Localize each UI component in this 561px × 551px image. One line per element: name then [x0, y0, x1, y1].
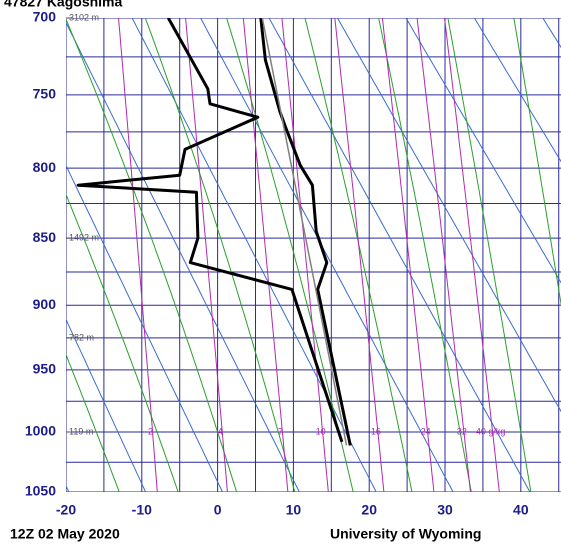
- sounding-line: [76, 18, 344, 443]
- height-label: 1492 m: [69, 232, 99, 242]
- y-tick-label: 850: [33, 229, 57, 245]
- moist-adiabat: [378, 18, 472, 492]
- mixing-ratio-line: [416, 18, 471, 492]
- mixing-ratio-line: [118, 18, 158, 492]
- mixing-ratio-line: [444, 18, 500, 492]
- y-tick-label: 900: [33, 296, 57, 312]
- moist-adiabat: [304, 18, 413, 492]
- dry-adiabat: [66, 164, 223, 492]
- chart-title: 47827 Kagoshima: [4, 0, 122, 10]
- mixing-ratio-line: [381, 18, 435, 492]
- dry-adiabat: [200, 18, 454, 492]
- sounding-line: [261, 18, 348, 446]
- mixing-ratio-line: [242, 18, 289, 492]
- x-tick-label: 0: [214, 502, 222, 518]
- mixing-ratio-label: 32: [457, 426, 467, 436]
- y-tick-label: 700: [33, 9, 57, 25]
- x-tick-label: 30: [437, 502, 453, 518]
- x-tick-label: 10: [286, 502, 302, 518]
- dry-adiabat: [473, 18, 561, 163]
- y-tick-label: 1000: [25, 423, 56, 439]
- moist-adiabat: [66, 193, 179, 492]
- x-tick-label: 20: [361, 502, 377, 518]
- dry-adiabat: [131, 18, 377, 492]
- height-label: 119 m: [69, 426, 93, 436]
- mixing-ratio-label: 40 g/kg: [476, 426, 506, 436]
- y-tick-label: 750: [33, 86, 57, 102]
- footer-date: 12Z 02 May 2020: [10, 526, 120, 542]
- y-tick-label: 950: [33, 361, 57, 377]
- moist-adiabat: [66, 18, 238, 492]
- mixing-ratio-label: 7: [278, 426, 283, 436]
- mixing-ratio-line: [185, 18, 228, 492]
- mixing-ratio-label: 10: [316, 426, 326, 436]
- moist-adiabat: [513, 18, 561, 307]
- dry-adiabat: [66, 21, 300, 492]
- mixing-ratio-label: 2: [148, 426, 153, 436]
- plot-area: [66, 18, 561, 492]
- dry-adiabat: [66, 318, 147, 492]
- y-tick-label: 1050: [25, 483, 56, 499]
- x-tick-label: -10: [132, 502, 152, 518]
- moist-adiabat: [447, 18, 532, 492]
- dry-adiabat: [337, 18, 561, 413]
- dry-adiabat: [405, 18, 561, 284]
- x-tick-label: -20: [56, 502, 76, 518]
- y-tick-label: 800: [33, 159, 57, 175]
- sounding-line: [259, 18, 352, 446]
- mixing-ratio-label: 16: [371, 426, 381, 436]
- mixing-ratio-line: [334, 18, 385, 492]
- mixing-ratio-label: 4: [218, 426, 223, 436]
- footer-source: University of Wyoming: [330, 526, 481, 542]
- moist-adiabat: [66, 353, 120, 492]
- mixing-ratio-label: 24: [421, 426, 431, 436]
- height-label: 782 m: [69, 332, 94, 342]
- height-label: 3102 m: [69, 12, 99, 22]
- mixing-ratio-line: [281, 18, 329, 492]
- x-tick-label: 40: [513, 502, 529, 518]
